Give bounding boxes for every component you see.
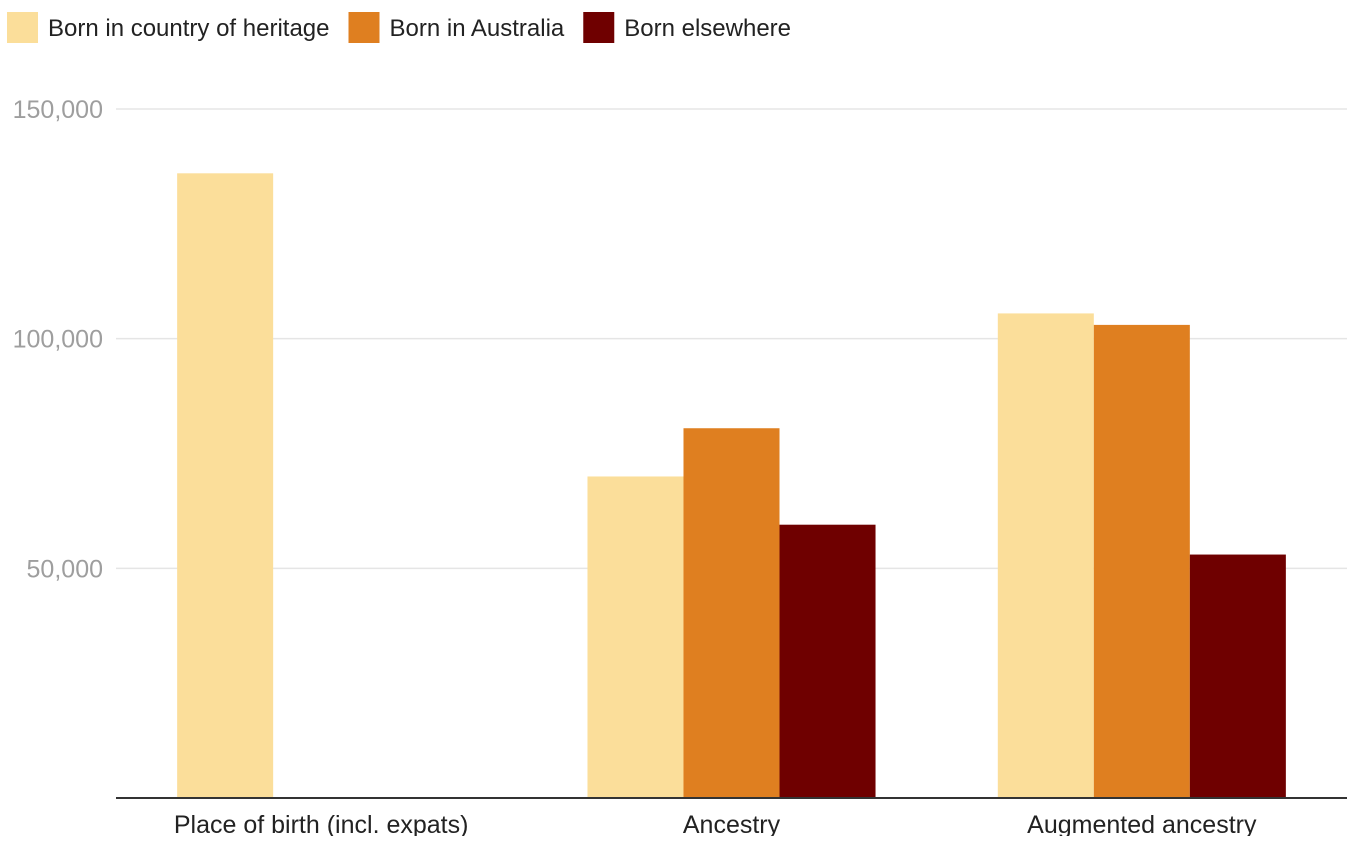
bar-1-1	[177, 173, 274, 799]
bars	[177, 173, 1286, 799]
y-tick-label: 100,000	[13, 326, 103, 354]
chart-legend: Born in country of heritage Born in Austr…	[7, 12, 791, 43]
bar-2-2	[683, 428, 780, 798]
bar-3-3	[1189, 554, 1286, 798]
bar-3-2	[1093, 324, 1190, 798]
x-tick-label: Ancestry	[683, 811, 781, 836]
legend-swatch-2	[348, 12, 380, 43]
x-axis: Place of birth (incl. expats) Ancestry Aug…	[116, 797, 1347, 839]
legend-label-1: Born in country of heritage	[48, 15, 330, 42]
legend-label-3: Born elsewhere	[624, 15, 791, 42]
y-tick-label: 50,000	[27, 555, 103, 583]
legend-swatch-3	[583, 12, 615, 43]
bar-2-3	[779, 524, 876, 798]
x-tick-label: Augmented ancestry	[1027, 811, 1257, 836]
x-tick-label: Place of birth (incl. expats)	[174, 811, 469, 836]
y-axis: 50,000 100,000 150,000	[13, 96, 103, 583]
bar-2-1	[587, 476, 684, 798]
legend-label-2: Born in Australia	[390, 15, 565, 42]
y-tick-label: 150,000	[13, 96, 103, 124]
bar-3-1	[997, 313, 1094, 798]
legend-swatch-1	[7, 12, 38, 43]
